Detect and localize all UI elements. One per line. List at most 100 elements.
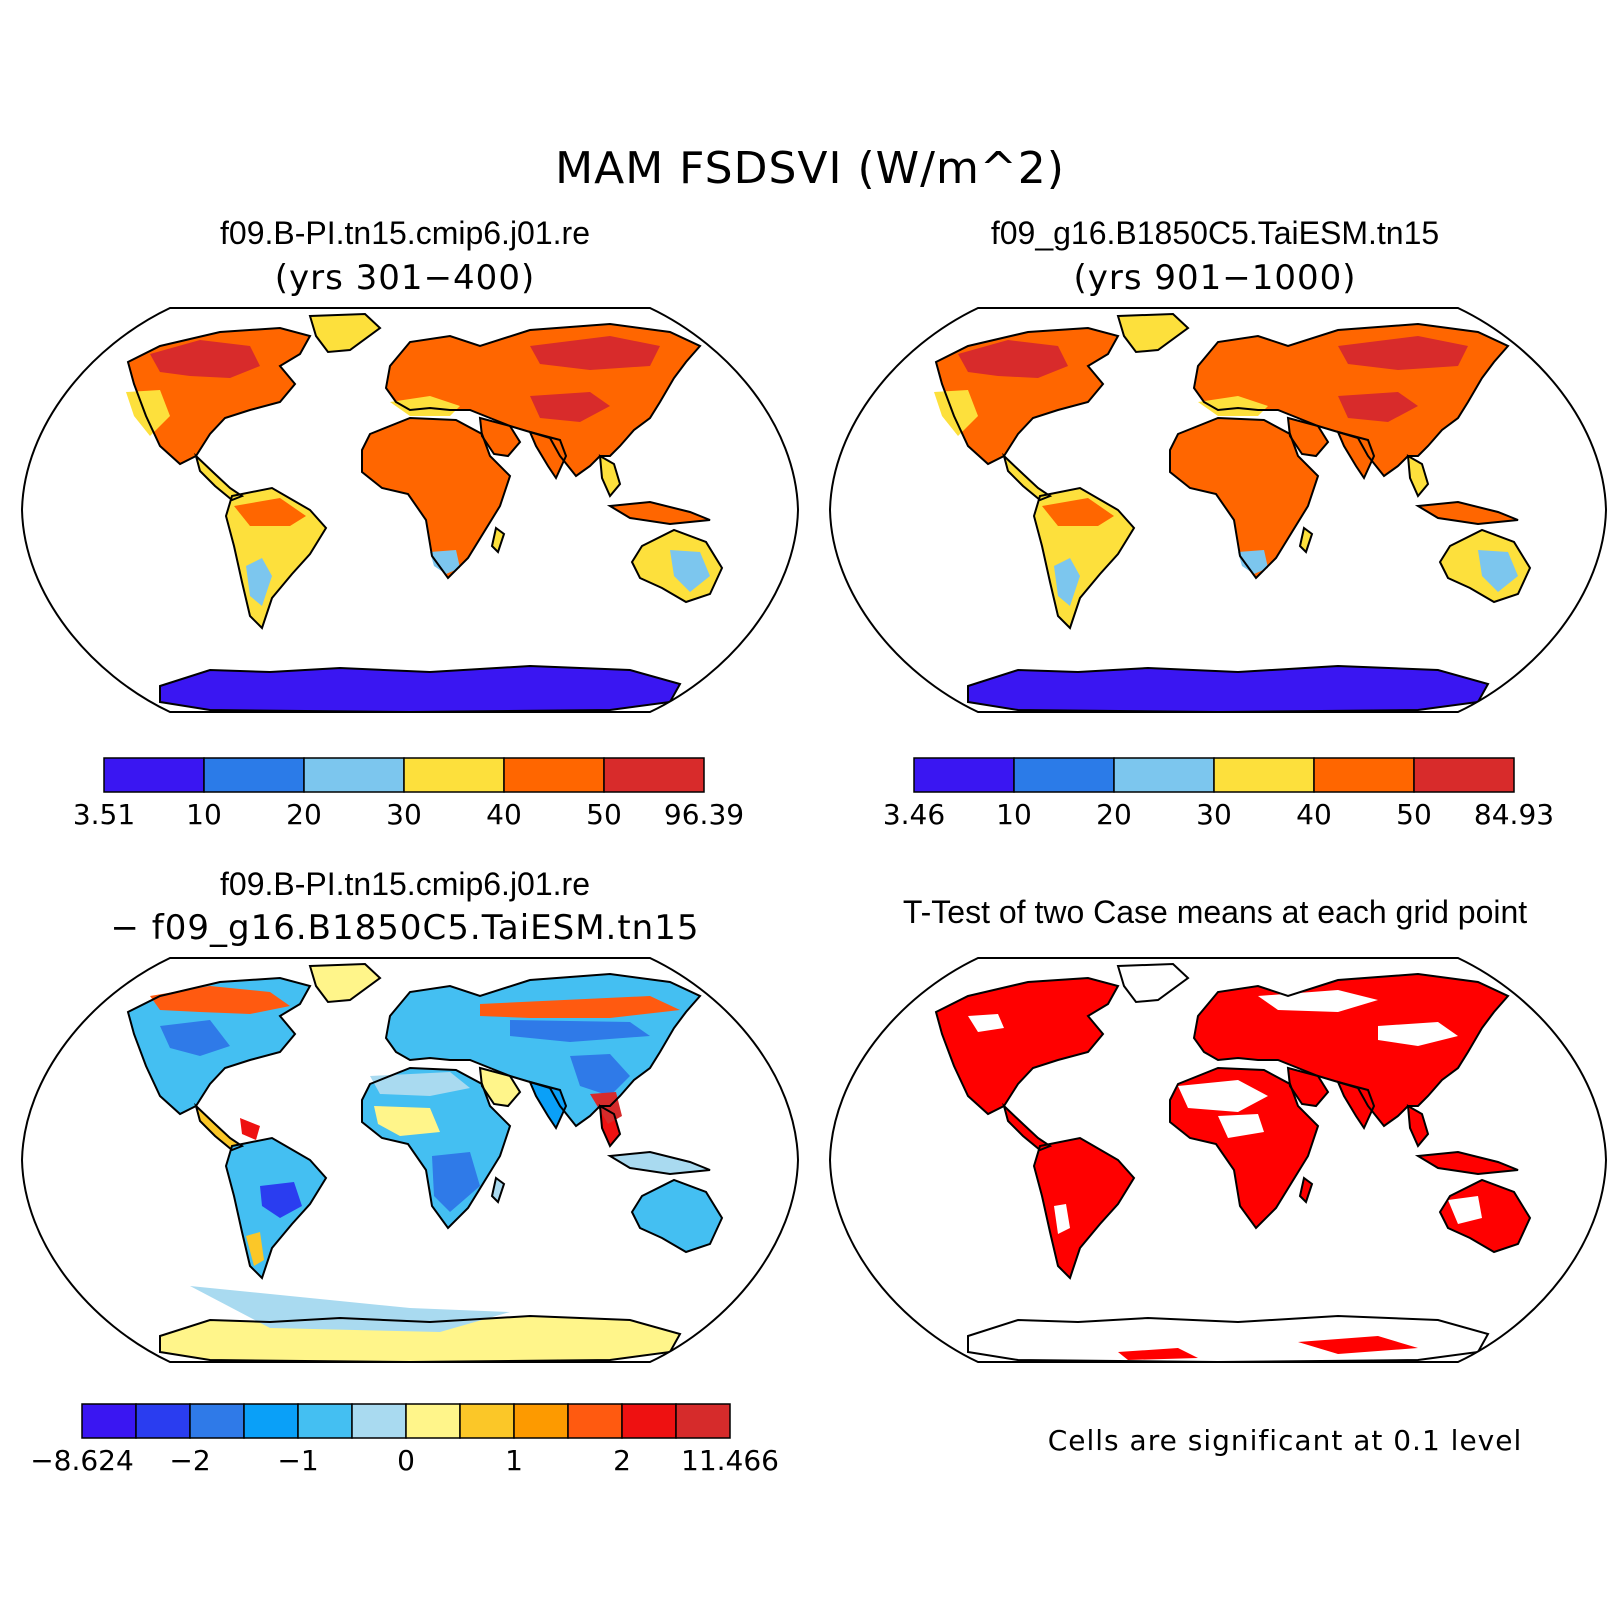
field-region xyxy=(150,340,260,378)
field-region xyxy=(1118,1348,1198,1360)
colorbar-swatch xyxy=(351,1403,407,1439)
field-region xyxy=(1478,550,1518,592)
colorbar-swatch xyxy=(135,1403,191,1439)
colorbar-tick-label: 40 xyxy=(486,798,522,831)
field-region xyxy=(1338,336,1468,370)
coastline-centralAmerica xyxy=(1002,452,1053,502)
map-border xyxy=(20,957,800,1363)
colorbar-swatch xyxy=(203,757,305,793)
figure-title: MAM FSDSVI (W/m^2) xyxy=(555,143,1065,194)
coastline-seAsia xyxy=(1406,454,1430,498)
coastline-antarctica xyxy=(967,1314,1490,1362)
colorbar-swatch xyxy=(1013,757,1115,793)
coastline-africa xyxy=(361,1066,512,1230)
field-region xyxy=(670,550,710,592)
colorbar-tick-label: 30 xyxy=(1196,798,1232,831)
coastline-seAsia xyxy=(1406,1104,1430,1148)
coastline-antarctica xyxy=(159,1314,682,1362)
land-africa xyxy=(1170,418,1318,578)
field-region xyxy=(1338,392,1418,422)
land-antarctica xyxy=(968,1316,1488,1362)
colorbar-tick-label: 11.466 xyxy=(681,1444,779,1477)
colorbar-swatch xyxy=(189,1403,245,1439)
land-northAmerica xyxy=(936,978,1118,1114)
field-region xyxy=(190,1286,510,1332)
land-africa xyxy=(362,418,510,578)
field-region xyxy=(1378,1022,1458,1046)
land-greenland xyxy=(1118,314,1188,352)
field-region xyxy=(480,996,680,1018)
field-region xyxy=(432,1152,480,1212)
coastline-indonesia xyxy=(1414,500,1519,526)
land-india xyxy=(530,1082,566,1128)
coastline-seAsia xyxy=(598,454,622,498)
land-seAsia xyxy=(1408,456,1428,496)
coastline-antarctica xyxy=(967,664,1490,712)
field-region xyxy=(1198,396,1268,416)
map-border xyxy=(828,957,1608,1363)
colorbar-swatch xyxy=(81,1403,137,1439)
colorbar-tick-label: 10 xyxy=(186,798,222,831)
field-region xyxy=(234,498,306,526)
field-region xyxy=(240,1118,260,1140)
coastline-arabia xyxy=(1286,1066,1330,1108)
panel3-title: f09.B-PI.tn15.cmip6.j01.re xyxy=(220,866,590,902)
coastline-india xyxy=(1336,1080,1376,1131)
colorbar-swatch xyxy=(459,1403,515,1439)
colorbar-swatch xyxy=(675,1403,731,1439)
land-southAmerica xyxy=(1034,1138,1134,1278)
colorbar-tick-label: −8.624 xyxy=(30,1444,134,1477)
field-region xyxy=(1178,1080,1268,1112)
colorbar-swatch xyxy=(603,757,705,793)
colorbar-swatch xyxy=(297,1403,353,1439)
land-india xyxy=(530,432,566,478)
field-region xyxy=(968,1014,1004,1032)
colorbar-swatch xyxy=(913,757,1015,793)
colorbar-swatch xyxy=(405,1403,461,1439)
panel1-subtitle: (yrs 301−400) xyxy=(274,258,536,298)
coastline-greenland xyxy=(1116,962,1190,1004)
colorbar-swatch xyxy=(303,757,405,793)
colorbar-swatch xyxy=(1413,757,1515,793)
map-border xyxy=(828,307,1608,713)
panel2-subtitle: (yrs 901−1000) xyxy=(1073,258,1357,298)
coastline-india xyxy=(528,430,568,481)
colorbar-tick-label: 30 xyxy=(386,798,422,831)
land-antarctica xyxy=(968,666,1488,712)
colorbar-tick-label: 50 xyxy=(586,798,622,831)
coastline-arabia xyxy=(1286,416,1330,458)
land-eurasia xyxy=(1194,974,1508,1126)
coastline-arabia xyxy=(478,416,522,458)
colorbar-swatch xyxy=(1113,757,1215,793)
field-region xyxy=(126,390,170,436)
land-india xyxy=(1338,432,1374,478)
land-seAsia xyxy=(600,456,620,496)
field-region xyxy=(570,1054,630,1096)
coastline-eurasia xyxy=(384,322,702,478)
colorbar-tick-label: 96.39 xyxy=(663,798,745,831)
coastline-indonesia xyxy=(606,500,711,526)
field-region xyxy=(246,558,272,606)
colorbar-swatch xyxy=(403,757,505,793)
coastline-indonesia xyxy=(1414,1150,1519,1176)
field-region xyxy=(1054,558,1080,606)
field-region xyxy=(246,1232,264,1266)
coastline-centralAmerica xyxy=(194,452,245,502)
coastline-seAsia xyxy=(598,1104,622,1148)
field-region xyxy=(958,340,1068,378)
map-border xyxy=(20,307,800,713)
land-india xyxy=(1338,1082,1374,1128)
field-region xyxy=(510,1020,650,1042)
colorbar-swatch xyxy=(513,1403,569,1439)
colorbar-tick-label: −2 xyxy=(169,1444,211,1477)
land-seAsia xyxy=(1408,1106,1428,1146)
colorbar-swatch xyxy=(243,1403,299,1439)
coastline-greenland xyxy=(308,312,382,354)
colorbar-tick-label: 2 xyxy=(613,1444,631,1477)
coastline-greenland xyxy=(308,962,382,1004)
coastline-africa xyxy=(1169,416,1320,580)
land-antarctica xyxy=(160,666,680,712)
significance-note: Cells are significant at 0.1 level xyxy=(1047,1424,1523,1457)
field-region xyxy=(390,396,460,416)
coastline-madagascar xyxy=(490,526,506,554)
